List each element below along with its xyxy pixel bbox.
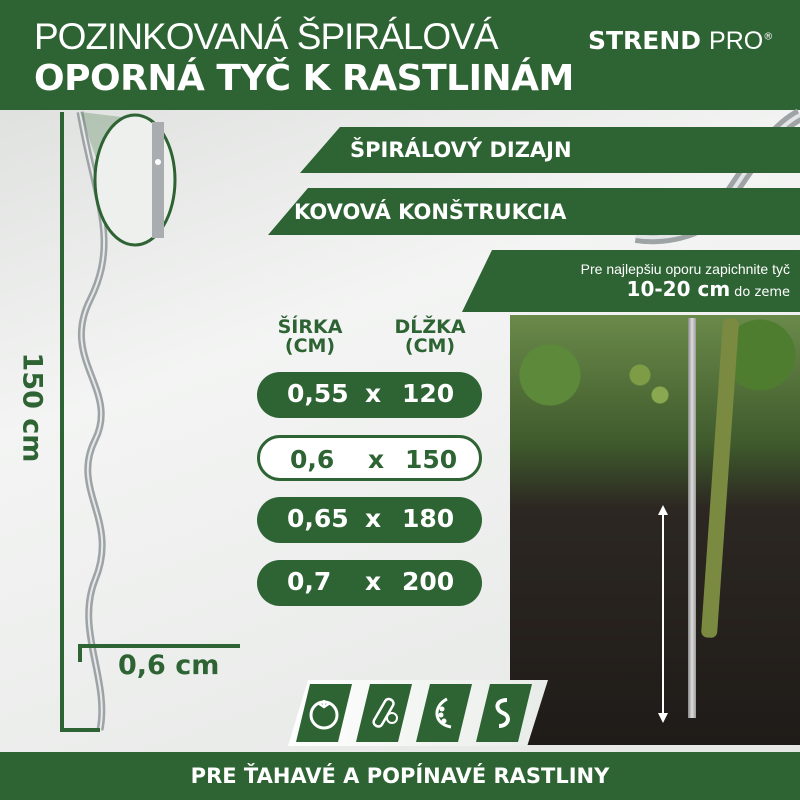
- size-width: 0,6: [290, 445, 335, 474]
- size-length: 180: [402, 504, 455, 533]
- size-option[interactable]: 0,65 x 180: [257, 497, 482, 543]
- size-separator: x: [365, 567, 382, 596]
- size-option[interactable]: 0,55 x 120: [257, 372, 482, 418]
- footer-banner: PRE ŤAHAVÉ A POPÍNAVÉ RASTLINY: [0, 752, 800, 800]
- column-header-length: DĹŽKA (CM): [390, 318, 470, 356]
- size-option-selected[interactable]: 0,6 x 150: [257, 435, 482, 481]
- tip-text: Pre najlepšiu oporu zapichnite tyč: [580, 261, 790, 277]
- tip-depth-value: 10-20 cm: [626, 277, 731, 301]
- width-label: 0,6 cm: [118, 650, 220, 681]
- tip-suffix: do zeme: [734, 285, 790, 300]
- size-width: 0,7: [287, 567, 332, 596]
- col-length-label: DĹŽKA: [394, 316, 466, 338]
- tip-depth: 10-20 cm do zeme: [627, 277, 790, 301]
- brand-mark: ®: [763, 31, 774, 43]
- title-line1: POZINKOVANÁ ŠPIRÁLOVÁ: [34, 16, 499, 57]
- size-length: 150: [405, 445, 458, 474]
- stake-in-soil: [688, 318, 696, 718]
- brand-logo: STREND PRO®: [588, 26, 773, 56]
- size-option[interactable]: 0,7 x 200: [257, 560, 482, 606]
- feature-banner-metal: KOVOVÁ KONŠTRUKCIA: [268, 188, 800, 235]
- tip-banner: Pre najlepšiu oporu zapichnite tyč 10-20…: [462, 250, 800, 312]
- width-dimension-line: [78, 644, 240, 648]
- column-header-width: ŠÍRKA (CM): [270, 318, 350, 356]
- size-separator: x: [365, 379, 382, 408]
- brand-bold: STREND: [588, 26, 702, 55]
- size-separator: x: [365, 504, 382, 533]
- depth-arrow-icon: [658, 505, 668, 723]
- col-width-unit: (CM): [284, 335, 336, 357]
- size-length: 120: [402, 379, 455, 408]
- header: POZINKOVANÁ ŠPIRÁLOVÁ OPORNÁ TYČ K RASTL…: [0, 0, 800, 110]
- size-separator: x: [368, 445, 385, 474]
- size-width: 0,55: [287, 379, 349, 408]
- height-dimension-line: [60, 112, 64, 732]
- col-width-label: ŠÍRKA: [277, 316, 343, 338]
- col-length-unit: (CM): [404, 335, 456, 357]
- size-length: 200: [402, 567, 455, 596]
- width-dimension-tick: [78, 644, 82, 662]
- height-label: 150 cm: [16, 352, 48, 463]
- feature-banner-spiral: ŠPIRÁLOVÝ DIZAJN: [300, 127, 800, 173]
- tomato-plant-photo: [510, 315, 800, 745]
- height-dimension-foot: [60, 728, 100, 732]
- size-width: 0,65: [287, 504, 349, 533]
- title-line2: OPORNÁ TYČ K RASTLINÁM: [34, 58, 574, 99]
- brand-light: PRO: [709, 27, 764, 55]
